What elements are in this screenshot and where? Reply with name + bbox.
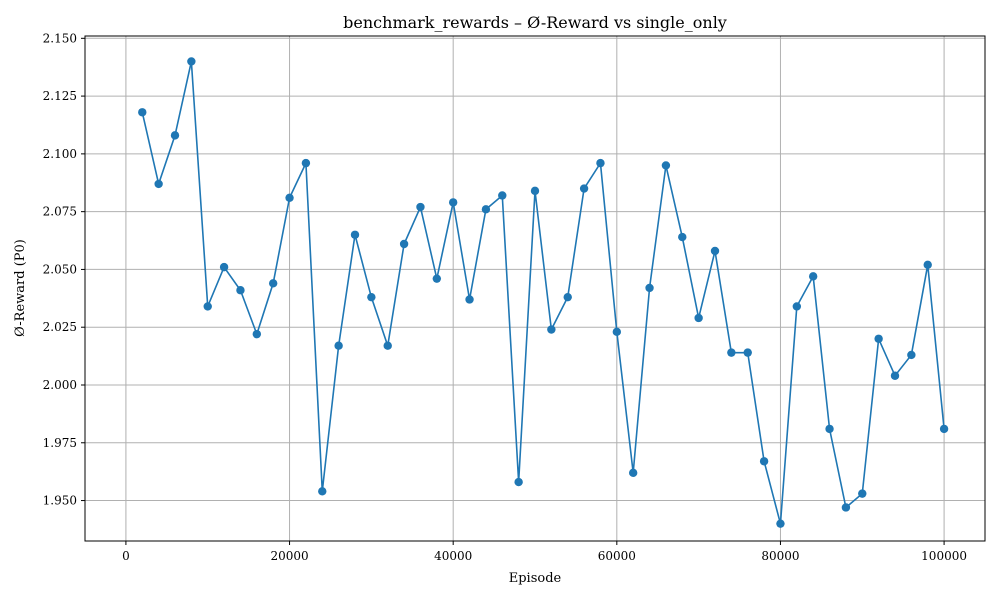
data-point (743, 348, 752, 357)
data-point (890, 371, 900, 380)
y-tick-label: 2.075 (43, 205, 77, 219)
series-line (141, 61, 945, 524)
data-point (318, 487, 327, 496)
data-point (203, 302, 212, 311)
data-point (563, 292, 572, 302)
data-point (579, 184, 589, 193)
data-point (612, 327, 622, 337)
x-tick-label: 60000 (598, 549, 636, 563)
data-point (825, 424, 834, 434)
data-point (923, 260, 932, 270)
data-point (219, 262, 229, 272)
data-point (481, 205, 491, 214)
data-point (465, 295, 474, 304)
data-point (939, 424, 949, 434)
x-tick-label: 80000 (761, 549, 799, 563)
y-tick-label: 2.000 (43, 378, 77, 392)
axis-ticks: 0 20000 40000 60000 80000 100000 1.950 1.975 2.0… (43, 31, 967, 563)
x-tick-label: 0 (122, 549, 130, 563)
data-point (759, 457, 769, 466)
data-point (138, 108, 147, 117)
data-point (645, 283, 654, 293)
data-point (285, 193, 294, 202)
data-point (858, 489, 867, 498)
data-point (792, 302, 802, 311)
x-tick-label: 100000 (921, 549, 967, 563)
data-point (187, 57, 196, 66)
data-point (874, 334, 883, 343)
data-point (170, 131, 180, 140)
data-point (514, 477, 523, 487)
data-point (334, 341, 343, 350)
y-axis-label: Ø-Reward (P0) (13, 239, 28, 337)
grid-lines (85, 36, 985, 541)
data-point (448, 198, 458, 207)
data-point (383, 341, 392, 350)
data-points (138, 57, 949, 528)
y-tick-label: 2.050 (43, 262, 77, 276)
y-tick-label: 2.100 (43, 147, 77, 161)
data-point (530, 186, 540, 196)
chart-title: benchmark_rewards – Ø-Reward vs single_o… (343, 13, 727, 32)
data-point (416, 202, 425, 212)
data-point (907, 350, 916, 360)
data-point (694, 313, 703, 323)
y-tick-label: 1.975 (43, 436, 77, 450)
series-line-layer (141, 61, 945, 524)
data-point (367, 292, 376, 302)
data-point (498, 191, 507, 200)
x-axis-label: Episode (509, 571, 562, 586)
data-point (154, 179, 163, 189)
data-point (628, 468, 638, 478)
data-point (301, 158, 311, 168)
data-point (350, 230, 360, 239)
data-point (841, 503, 851, 512)
plot-frame (84, 35, 986, 542)
data-point (596, 158, 605, 168)
y-tick-label: 2.025 (43, 320, 77, 334)
data-point (678, 232, 687, 242)
data-point (252, 329, 262, 339)
x-tick-label: 20000 (270, 549, 308, 563)
data-point (661, 161, 671, 170)
data-point (710, 246, 720, 256)
data-point (268, 279, 278, 288)
data-point (236, 286, 245, 295)
data-point (727, 348, 736, 357)
x-tick-label: 40000 (434, 549, 472, 563)
y-tick-label: 2.150 (43, 31, 77, 45)
data-point (399, 239, 409, 249)
data-point (432, 274, 442, 283)
data-point (547, 325, 556, 334)
y-tick-label: 1.950 (43, 494, 77, 508)
data-point (808, 272, 818, 281)
y-tick-label: 2.125 (43, 89, 77, 103)
data-point (776, 519, 785, 528)
